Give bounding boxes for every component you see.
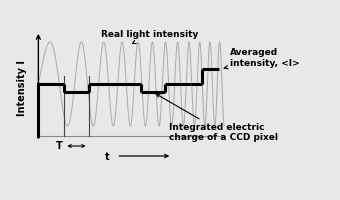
Text: Intensity I: Intensity I <box>17 60 27 116</box>
Text: Averaged
intensity, <I>: Averaged intensity, <I> <box>224 48 300 69</box>
Text: t: t <box>104 152 109 162</box>
Text: Integrated electric
charge of a CCD pixel: Integrated electric charge of a CCD pixe… <box>156 94 277 142</box>
Text: Real light intensity: Real light intensity <box>101 30 199 44</box>
Text: T: T <box>55 141 62 151</box>
